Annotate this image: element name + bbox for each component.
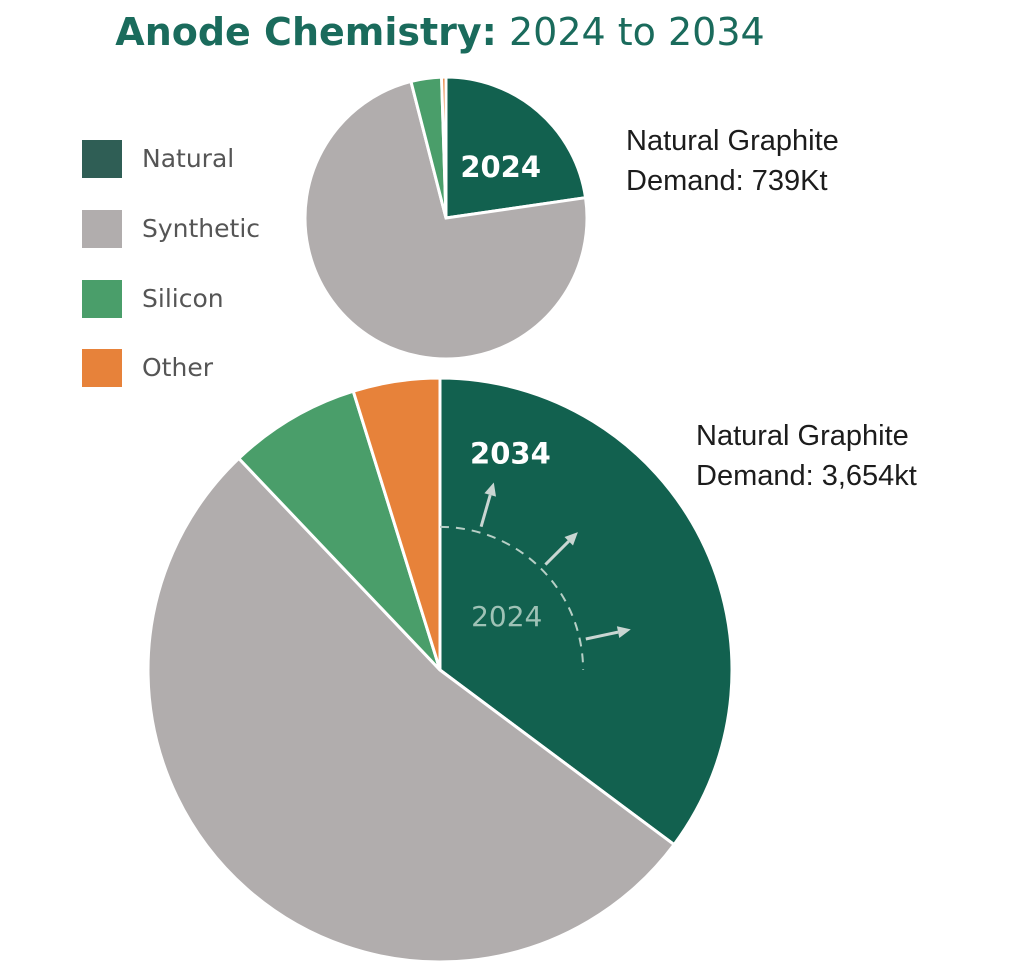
legend-item-other: Other — [82, 349, 302, 389]
legend-label-other: Other — [142, 353, 213, 382]
pie-2024-slice-natural — [444, 75, 588, 220]
annotation-2024: Natural Graphite Demand: 739Kt — [626, 121, 839, 201]
legend-label-silicon: Silicon — [142, 284, 224, 313]
annotation-2034-line1: Natural Graphite — [696, 420, 909, 452]
legend-swatch-natural — [82, 140, 122, 178]
growth-arrowhead-1 — [484, 482, 496, 497]
pie-2024-slice-synthetic — [303, 79, 589, 361]
reference-2024-dashed-arc — [439, 525, 585, 671]
pie-2034-slice-other — [351, 376, 442, 671]
chart-title: Anode Chemistry: 2024 to 2034 — [0, 10, 880, 54]
annotation-2034: Natural Graphite Demand: 3,654kt — [696, 416, 917, 496]
pie-2024-year-label: 2024 — [460, 150, 541, 184]
pie-2024: 2024 — [303, 75, 589, 361]
reference-2024-label: 2024 — [471, 600, 542, 633]
legend-item-synthetic: Synthetic — [82, 210, 302, 250]
growth-arrowhead-2 — [564, 532, 578, 546]
pie-2034: 2034 2024 — [146, 376, 734, 964]
pie-2024-slice-other — [440, 75, 448, 219]
growth-arrow-1 — [479, 494, 492, 528]
annotation-2034-line2: Demand: 3,654kt — [696, 460, 917, 492]
legend-item-natural: Natural — [82, 140, 302, 180]
legend-label-natural: Natural — [142, 144, 235, 173]
annotation-2024-line2: Demand: 739Kt — [626, 165, 828, 197]
annotation-2024-line1: Natural Graphite — [626, 125, 839, 157]
growth-arrow-3 — [585, 630, 619, 641]
pie-2034-slice-silicon — [236, 389, 442, 672]
legend-item-silicon: Silicon — [82, 280, 302, 320]
legend-swatch-silicon — [82, 280, 122, 318]
title-bold: Anode Chemistry: — [115, 10, 497, 54]
growth-arrow-2 — [544, 540, 570, 566]
legend-swatch-synthetic — [82, 210, 122, 248]
pie-2034-slice-synthetic — [146, 456, 677, 964]
legend-swatch-other — [82, 349, 122, 387]
growth-arrowhead-3 — [616, 626, 631, 638]
title-rest: 2024 to 2034 — [508, 10, 765, 54]
legend-label-synthetic: Synthetic — [142, 214, 261, 243]
pie-2034-slice-natural — [438, 376, 734, 847]
pie-2034-year-label: 2034 — [470, 436, 551, 470]
